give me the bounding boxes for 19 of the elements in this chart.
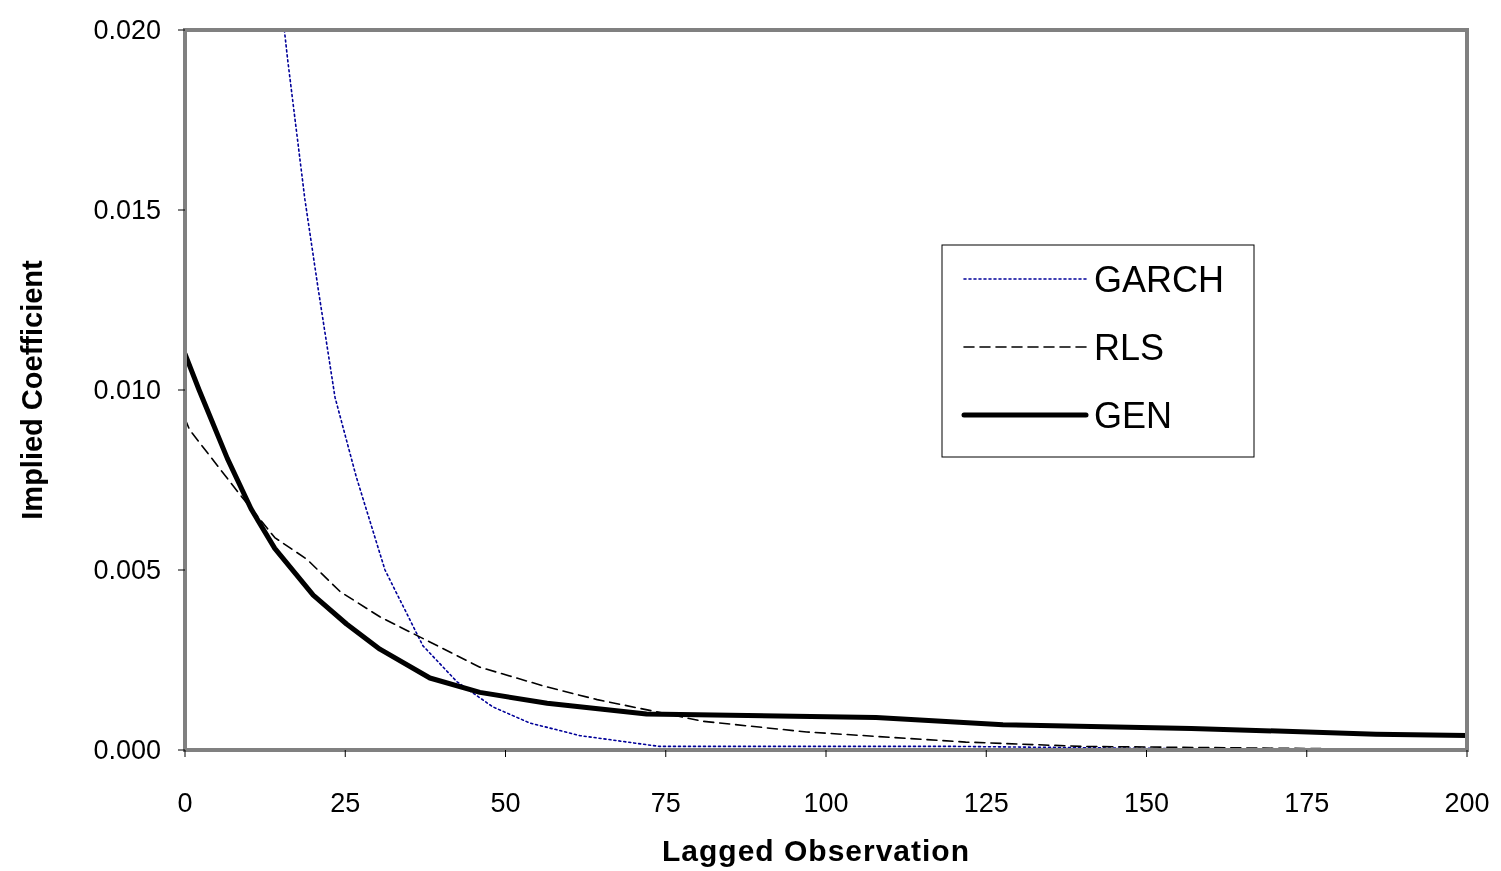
y-tick-label: 0.020	[93, 15, 161, 46]
y-tick-label: 0.010	[93, 375, 161, 406]
y-tick-label: 0.015	[93, 195, 161, 226]
x-tick-label: 150	[1123, 788, 1170, 818]
y-tick-label: 0.000	[93, 735, 161, 766]
y-axis-title: Implied Coefficient	[16, 259, 48, 520]
x-tick-label: 100	[803, 788, 849, 818]
y-tick-label: 0.005	[93, 555, 161, 586]
x-tick-label: 75	[650, 788, 681, 818]
x-tick-label: 200	[1444, 788, 1490, 818]
x-tick-label: 0	[177, 788, 193, 818]
x-tick-label: 175	[1284, 788, 1330, 818]
x-tick-label: 50	[490, 788, 521, 818]
legend-label: GARCH	[1094, 258, 1225, 300]
legend-label: RLS	[1094, 326, 1165, 368]
x-tick-label: 125	[963, 788, 1009, 818]
x-tick-label: 25	[330, 788, 361, 818]
legend-label: GEN	[1094, 394, 1173, 436]
x-axis-title: Lagged Observation	[661, 834, 971, 867]
